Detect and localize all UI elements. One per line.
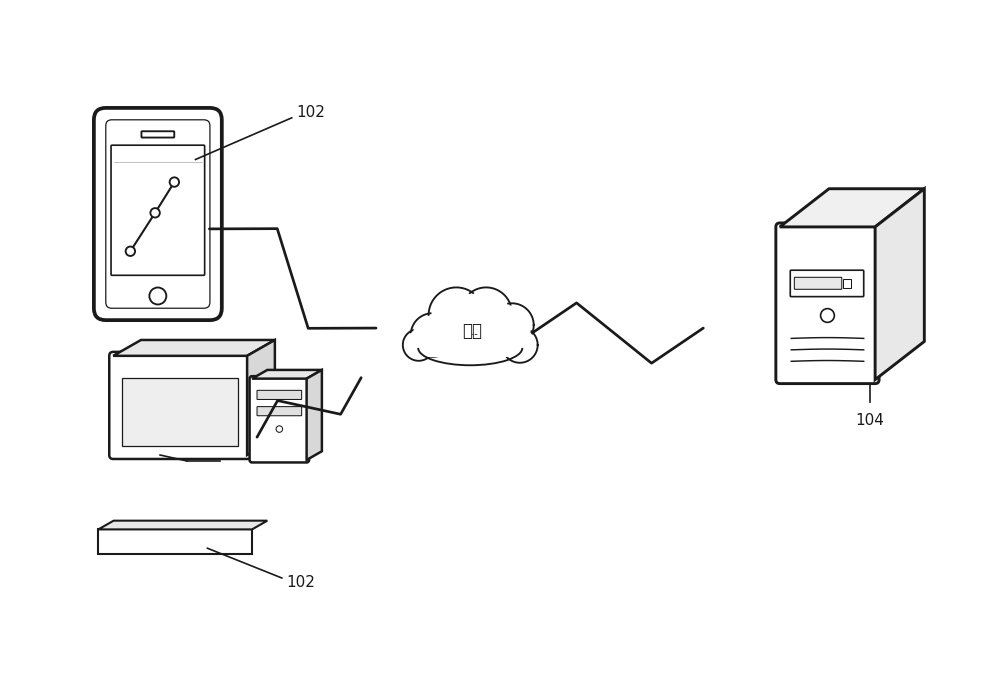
Text: 网络: 网络 — [462, 322, 482, 340]
Polygon shape — [247, 340, 275, 455]
Circle shape — [504, 329, 536, 361]
FancyBboxPatch shape — [794, 277, 842, 289]
Circle shape — [170, 178, 179, 187]
Circle shape — [429, 287, 484, 343]
Circle shape — [821, 309, 834, 322]
Circle shape — [490, 304, 534, 347]
FancyBboxPatch shape — [250, 376, 309, 462]
Polygon shape — [252, 370, 322, 379]
FancyBboxPatch shape — [790, 271, 864, 297]
Polygon shape — [113, 340, 275, 356]
Circle shape — [431, 290, 481, 340]
Bar — [843, 279, 851, 288]
Circle shape — [149, 287, 166, 304]
FancyBboxPatch shape — [111, 145, 205, 275]
FancyBboxPatch shape — [141, 131, 174, 137]
Bar — [416, 335, 527, 357]
Text: 102: 102 — [297, 106, 326, 120]
Circle shape — [403, 329, 435, 361]
FancyBboxPatch shape — [106, 120, 210, 308]
Circle shape — [413, 316, 452, 355]
Circle shape — [411, 313, 454, 357]
FancyBboxPatch shape — [109, 352, 251, 459]
Circle shape — [276, 426, 283, 432]
Circle shape — [463, 290, 509, 336]
Polygon shape — [122, 378, 238, 446]
FancyBboxPatch shape — [257, 390, 302, 400]
Circle shape — [150, 208, 160, 217]
Circle shape — [492, 306, 532, 345]
Polygon shape — [307, 370, 322, 460]
Polygon shape — [98, 521, 267, 530]
FancyBboxPatch shape — [419, 335, 523, 355]
Circle shape — [502, 327, 538, 363]
FancyBboxPatch shape — [94, 108, 222, 320]
Circle shape — [126, 246, 135, 256]
Text: 104: 104 — [855, 413, 884, 428]
Polygon shape — [780, 188, 924, 227]
FancyBboxPatch shape — [776, 223, 879, 384]
FancyBboxPatch shape — [257, 406, 302, 416]
Polygon shape — [98, 530, 252, 554]
Polygon shape — [875, 188, 924, 380]
Circle shape — [404, 330, 433, 359]
Text: 102: 102 — [287, 575, 316, 590]
Circle shape — [460, 287, 512, 339]
